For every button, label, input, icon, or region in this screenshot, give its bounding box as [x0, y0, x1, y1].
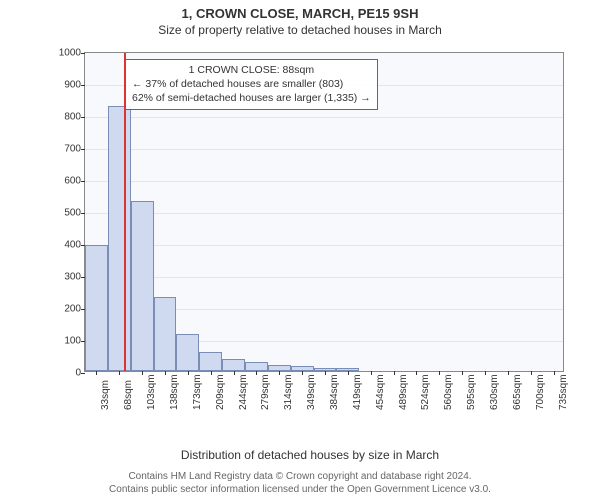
ytick-label: 300 [55, 272, 81, 283]
annotation-line-2: ← 37% of detached houses are smaller (80… [132, 77, 371, 91]
xtick-mark [188, 371, 189, 375]
xtick-label: 244sqm [238, 374, 249, 410]
xtick-mark [165, 371, 166, 375]
xtick-label: 384sqm [329, 374, 340, 410]
xtick-mark [462, 371, 463, 375]
bar [131, 201, 154, 371]
ytick-mark [81, 117, 85, 118]
x-axis-label: Distribution of detached houses by size … [54, 448, 566, 462]
ytick-label: 800 [55, 112, 81, 123]
xtick-mark [279, 371, 280, 375]
gridline [85, 181, 563, 182]
xtick-mark [416, 371, 417, 375]
xtick-label: 103sqm [146, 374, 157, 410]
gridline [85, 277, 563, 278]
gridline [85, 245, 563, 246]
chart-container: Number of detached properties 0100200300… [54, 48, 566, 408]
ytick-mark [81, 373, 85, 374]
xtick-label: 454sqm [375, 374, 386, 410]
xtick-mark [256, 371, 257, 375]
xtick-label: 700sqm [535, 374, 546, 410]
ytick-mark [81, 85, 85, 86]
annotation-box: 1 CROWN CLOSE: 88sqm ← 37% of detached h… [125, 59, 378, 110]
xtick-mark [485, 371, 486, 375]
xtick-mark [142, 371, 143, 375]
xtick-label: 630sqm [489, 374, 500, 410]
gridline [85, 213, 563, 214]
xtick-label: 595sqm [466, 374, 477, 410]
bar [222, 359, 245, 371]
ytick-label: 1000 [55, 48, 81, 59]
xtick-label: 524sqm [420, 374, 431, 410]
page-subtitle: Size of property relative to detached ho… [0, 21, 600, 41]
annotation-line-3: 62% of semi-detached houses are larger (… [132, 91, 371, 105]
xtick-label: 735sqm [558, 374, 569, 410]
ytick-label: 900 [55, 80, 81, 91]
xtick-mark [371, 371, 372, 375]
xtick-label: 279sqm [260, 374, 271, 410]
xtick-label: 349sqm [306, 374, 317, 410]
bar [245, 362, 268, 371]
xtick-label: 665sqm [512, 374, 523, 410]
xtick-mark [234, 371, 235, 375]
ytick-mark [81, 53, 85, 54]
gridline [85, 117, 563, 118]
xtick-mark [394, 371, 395, 375]
footer: Contains HM Land Registry data © Crown c… [0, 471, 600, 496]
ytick-label: 0 [55, 368, 81, 379]
ytick-label: 500 [55, 208, 81, 219]
ytick-mark [81, 149, 85, 150]
xtick-mark [211, 371, 212, 375]
xtick-mark [302, 371, 303, 375]
xtick-mark [325, 371, 326, 375]
xtick-mark [439, 371, 440, 375]
xtick-label: 138sqm [169, 374, 180, 410]
xtick-label: 33sqm [100, 380, 111, 410]
ytick-label: 200 [55, 304, 81, 315]
xtick-mark [531, 371, 532, 375]
ytick-label: 400 [55, 240, 81, 251]
xtick-mark [554, 371, 555, 375]
bar [199, 352, 222, 371]
xtick-mark [348, 371, 349, 375]
gridline [85, 149, 563, 150]
footer-line-1: Contains HM Land Registry data © Crown c… [0, 471, 600, 484]
annotation-line-1: 1 CROWN CLOSE: 88sqm [132, 63, 371, 77]
xtick-mark [119, 371, 120, 375]
ytick-mark [81, 181, 85, 182]
xtick-label: 419sqm [352, 374, 363, 410]
xtick-label: 209sqm [215, 374, 226, 410]
bar [176, 334, 199, 371]
ytick-mark [81, 213, 85, 214]
bar [108, 106, 131, 371]
xtick-label: 314sqm [283, 374, 294, 410]
ytick-label: 100 [55, 336, 81, 347]
xtick-mark [96, 371, 97, 375]
xtick-label: 68sqm [123, 380, 134, 410]
bar [154, 297, 177, 371]
ytick-label: 600 [55, 176, 81, 187]
xtick-label: 560sqm [443, 374, 454, 410]
xtick-mark [508, 371, 509, 375]
plot-area: 0100200300400500600700800900100033sqm68s… [84, 52, 564, 372]
xtick-label: 173sqm [192, 374, 203, 410]
ytick-label: 700 [55, 144, 81, 155]
footer-line-2: Contains public sector information licen… [0, 484, 600, 497]
page-title: 1, CROWN CLOSE, MARCH, PE15 9SH [0, 0, 600, 21]
xtick-label: 489sqm [398, 374, 409, 410]
bar [85, 245, 108, 371]
